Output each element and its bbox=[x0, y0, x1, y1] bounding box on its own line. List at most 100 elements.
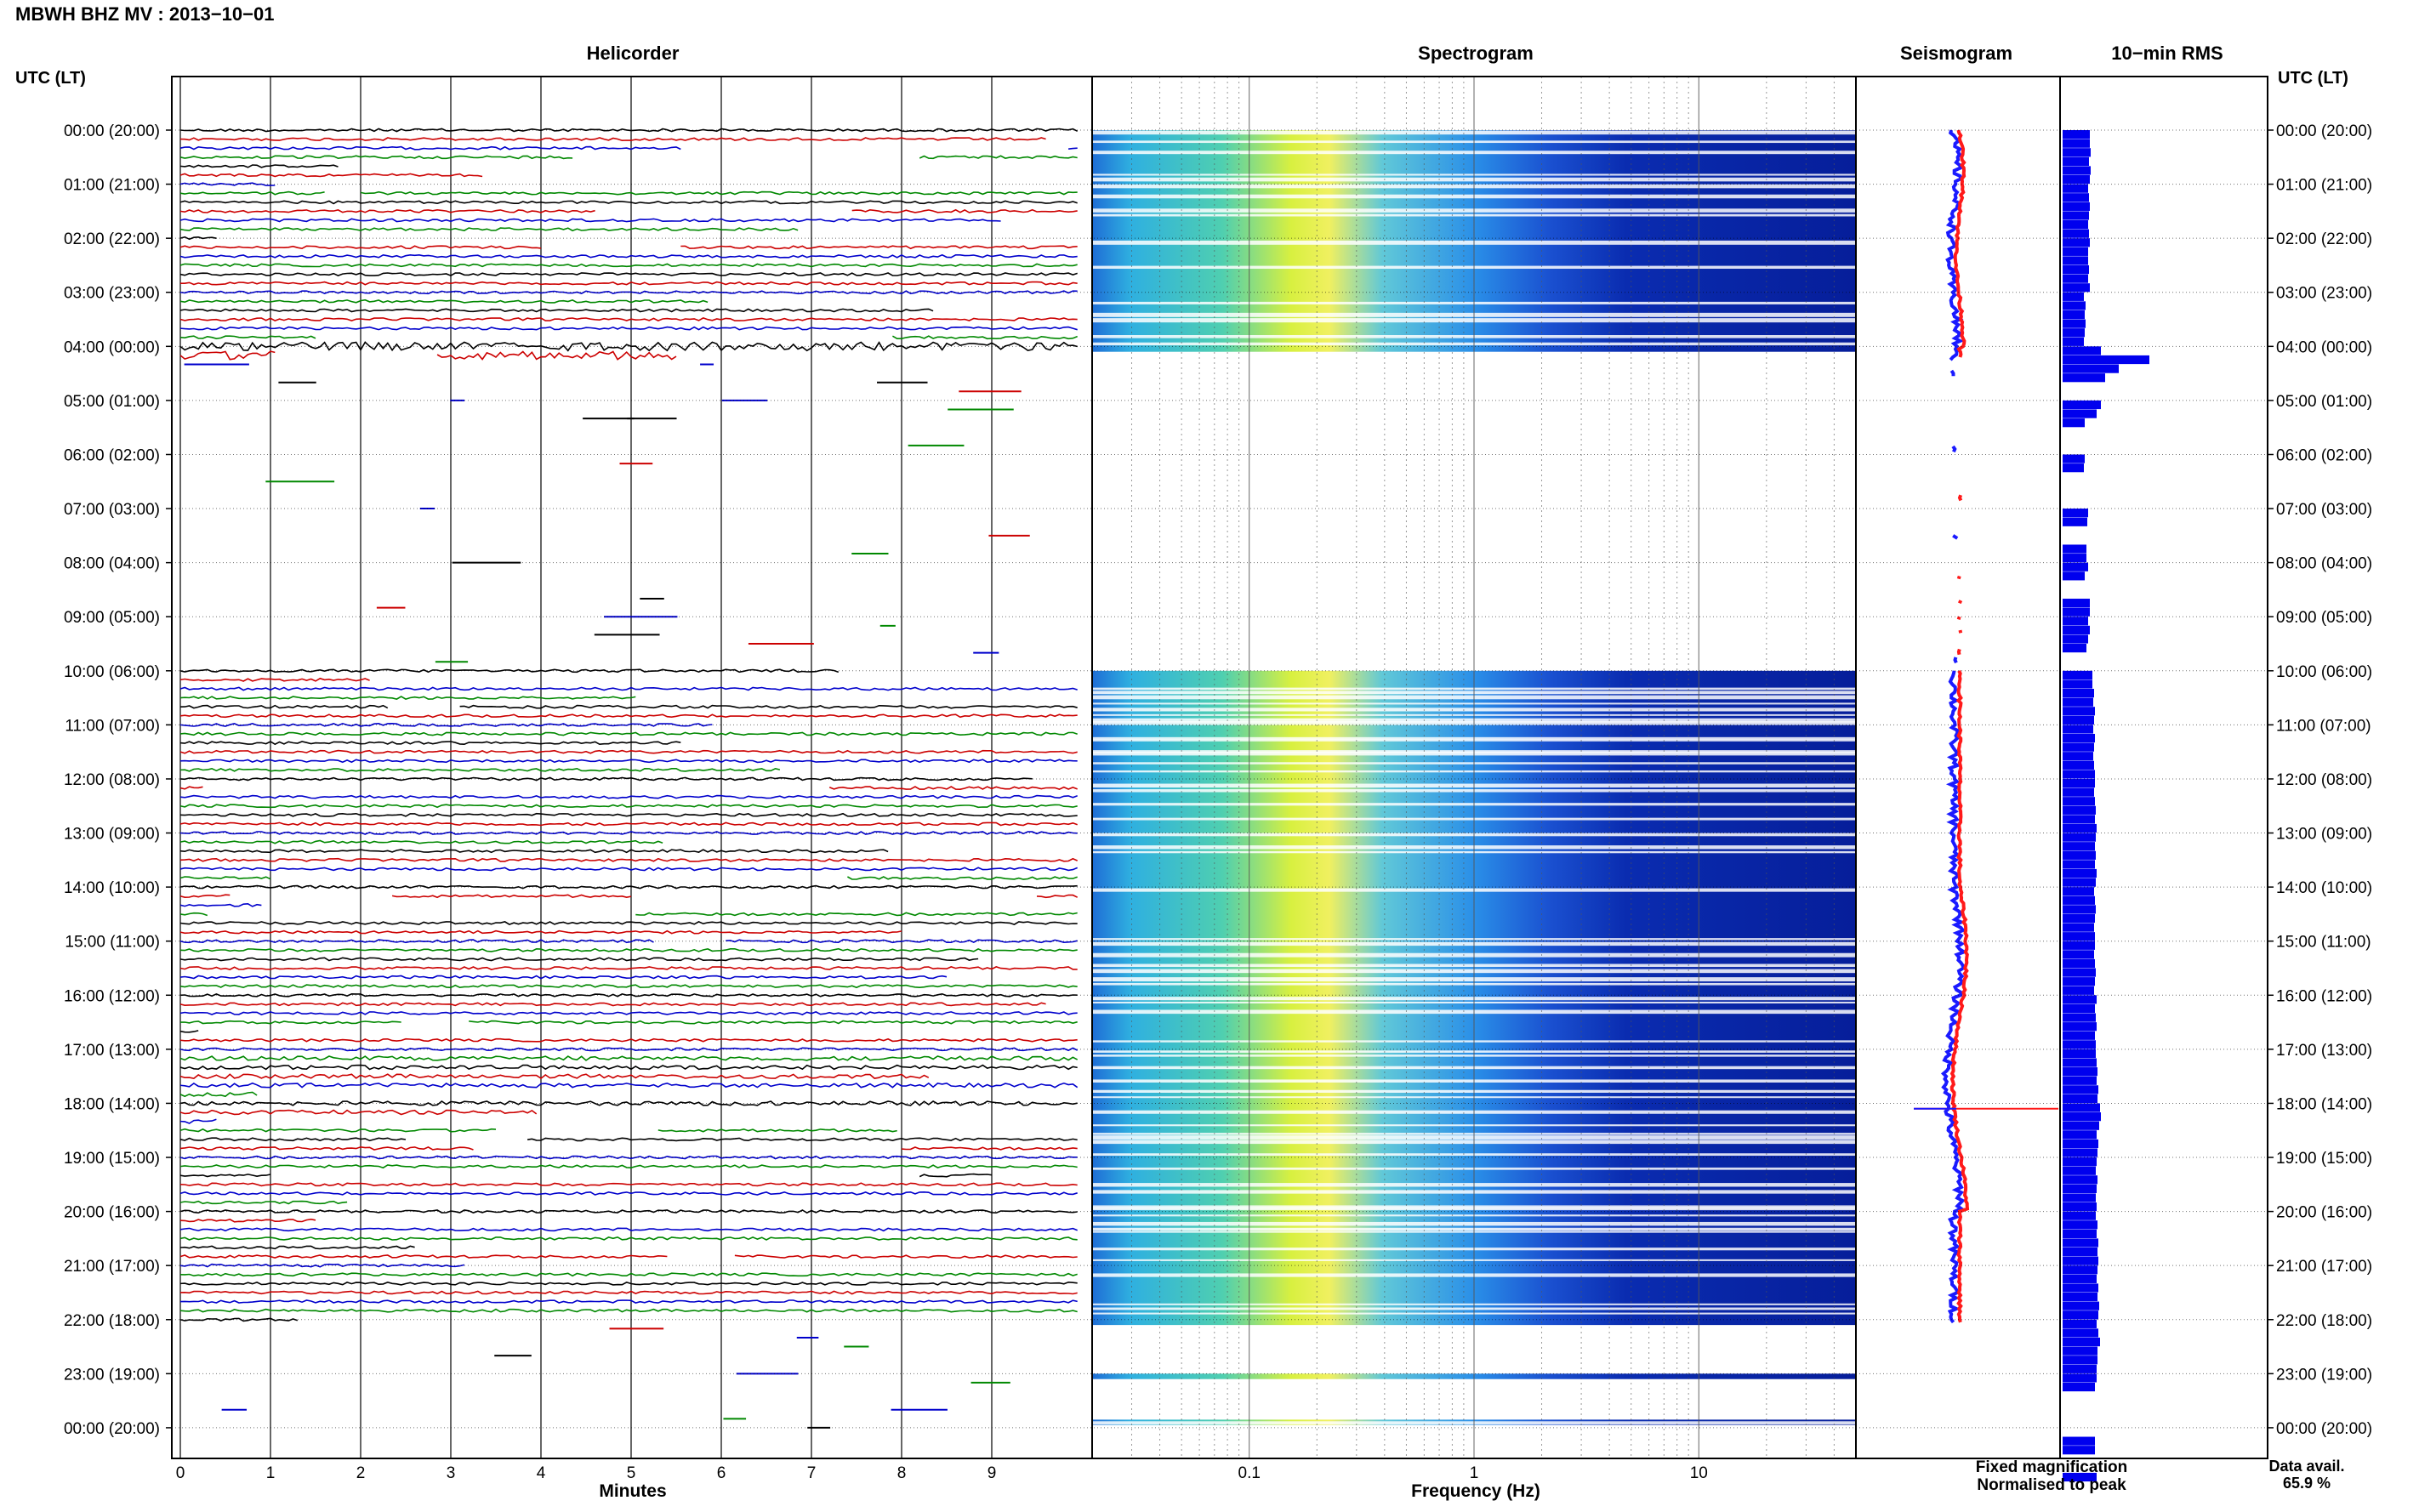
rms-bar bbox=[2063, 328, 2085, 338]
rms-bar bbox=[2063, 1446, 2095, 1455]
rms-bar bbox=[2063, 905, 2096, 914]
rms-bar bbox=[2063, 364, 2119, 373]
helicorder-trace bbox=[179, 128, 1079, 133]
rms-bar bbox=[2063, 1058, 2097, 1067]
helicorder-trace bbox=[179, 713, 1078, 719]
hour-label-right: 00:00 (20:00) bbox=[2276, 122, 2372, 140]
rms-bar bbox=[2063, 1031, 2095, 1040]
rms-bar bbox=[2063, 986, 2094, 995]
hour-label-left: 16:00 (12:00) bbox=[64, 987, 160, 1005]
helicorder-trace bbox=[179, 341, 1078, 352]
hour-labels: 00:00 (20:00) 00:00 (20:00) 01:00 (21:00) 0… bbox=[64, 122, 2372, 1438]
seismogram-plot bbox=[1914, 129, 2058, 1324]
helicorder-trace bbox=[179, 1047, 1079, 1052]
hour-label-left: 03:00 (23:00) bbox=[64, 285, 160, 303]
hour-label-right: 13:00 (09:00) bbox=[2276, 826, 2372, 844]
rms-bar bbox=[2063, 895, 2095, 905]
rms-bar bbox=[2063, 733, 2095, 743]
rms-bar bbox=[2063, 283, 2090, 293]
rms-bar bbox=[2063, 1139, 2098, 1149]
rms-bar bbox=[2063, 725, 2093, 734]
helicorder-trace bbox=[179, 1191, 1078, 1196]
helicorder-trace bbox=[179, 253, 1078, 259]
rms-bar bbox=[2063, 310, 2085, 320]
spectrogram-x-tick-label: 1 bbox=[1470, 1464, 1479, 1482]
rms-bar bbox=[2063, 292, 2084, 301]
rms-bar bbox=[2063, 1166, 2096, 1175]
hour-label-right: 19:00 (15:00) bbox=[2276, 1150, 2372, 1168]
helicorder-trace bbox=[179, 1137, 1078, 1142]
rms-bar bbox=[2063, 229, 2089, 238]
rms-bar bbox=[2063, 517, 2087, 526]
rms-bar bbox=[2063, 1211, 2096, 1220]
helicorder-trace bbox=[179, 1082, 1079, 1089]
seismogram-fixed-trace bbox=[1940, 129, 1968, 1324]
rms-bar bbox=[2063, 139, 2090, 148]
rms-bar bbox=[2063, 805, 2096, 815]
helicorder-trace bbox=[179, 208, 1078, 213]
rms-bar bbox=[2063, 1193, 2096, 1202]
helicorder-trace bbox=[179, 759, 1078, 764]
rms-frame bbox=[2059, 76, 2268, 1459]
rms-bar bbox=[2063, 1238, 2098, 1248]
seismogram-normalised-trace bbox=[1949, 129, 1970, 1323]
helicorder-trace bbox=[179, 1299, 1078, 1304]
rms-bar bbox=[2063, 913, 2095, 924]
rms-bar bbox=[2063, 679, 2092, 689]
rms-bar bbox=[2063, 878, 2096, 887]
helicorder-trace bbox=[179, 894, 1079, 899]
rms-bar bbox=[2063, 211, 2089, 220]
time-axis-label-left: UTC (LT) bbox=[15, 69, 86, 88]
helicorder-trace bbox=[179, 1272, 1078, 1277]
helicorder-trace bbox=[180, 1119, 1078, 1123]
spectrogram-x-tick-label: 0.1 bbox=[1238, 1464, 1261, 1482]
rms-bar bbox=[2063, 355, 2149, 365]
spectrogram-plot bbox=[1091, 77, 1857, 1458]
helicorder-trace bbox=[179, 200, 1078, 205]
helicorder-trace bbox=[179, 984, 1078, 989]
hour-label-left: 00:00 (20:00) bbox=[64, 122, 160, 140]
time-axis-label-right: UTC (LT) bbox=[2278, 69, 2348, 88]
helicorder-trace bbox=[180, 976, 1078, 979]
helicorder-x-tick-label: 6 bbox=[717, 1464, 726, 1482]
rms-bar bbox=[2063, 968, 2096, 977]
hour-label-right: 05:00 (01:00) bbox=[2276, 393, 2372, 411]
rms-bar bbox=[2063, 833, 2096, 842]
rms-bar bbox=[2063, 1103, 2100, 1112]
helicorder-trace bbox=[180, 173, 1078, 176]
hour-label-right: 16:00 (12:00) bbox=[2276, 987, 2372, 1005]
helicorder-trace bbox=[179, 335, 1078, 340]
helicorder-x-tick-label: 4 bbox=[537, 1464, 546, 1482]
rms-bar bbox=[2063, 238, 2090, 247]
hour-label-right: 11:00 (07:00) bbox=[2276, 717, 2371, 735]
hour-label-left: 18:00 (14:00) bbox=[64, 1095, 160, 1113]
helicorder-x-tick-label: 3 bbox=[447, 1464, 456, 1482]
spectrogram-title: Spectrogram bbox=[1418, 43, 1534, 64]
rms-bar bbox=[2063, 1301, 2099, 1310]
data-availability-value: 65.9 % bbox=[2283, 1475, 2331, 1492]
hour-label-right: 07:00 (03:00) bbox=[2276, 501, 2372, 519]
rms-bar bbox=[2063, 688, 2094, 698]
helicorder-trace bbox=[179, 821, 1078, 827]
rms-bar bbox=[2063, 850, 2096, 860]
helicorder-trace bbox=[179, 155, 1078, 160]
helicorder-trace bbox=[179, 1254, 1078, 1259]
rms-bar bbox=[2063, 1121, 2099, 1130]
rms-bar bbox=[2063, 625, 2090, 635]
hour-label-right: 23:00 (19:00) bbox=[2276, 1366, 2372, 1384]
helicorder-trace bbox=[179, 145, 1078, 151]
hour-label-right: 20:00 (16:00) bbox=[2276, 1204, 2372, 1222]
helicorder-trace bbox=[179, 290, 1078, 295]
rms-bar bbox=[2063, 1346, 2097, 1356]
hour-label-left: 23:00 (19:00) bbox=[64, 1366, 160, 1384]
rms-bar bbox=[2063, 1157, 2097, 1167]
rms-bar bbox=[2063, 1265, 2097, 1275]
helicorder-trace bbox=[179, 731, 1078, 736]
rms-bar bbox=[2063, 202, 2090, 211]
helicorder-trace bbox=[180, 165, 1078, 168]
rms-bar bbox=[2063, 544, 2086, 554]
hour-label-right: 02:00 (22:00) bbox=[2276, 230, 2372, 248]
helicorder-trace bbox=[179, 1037, 1078, 1043]
rms-bar bbox=[2063, 1148, 2097, 1157]
rms-bar bbox=[2063, 1003, 2095, 1014]
